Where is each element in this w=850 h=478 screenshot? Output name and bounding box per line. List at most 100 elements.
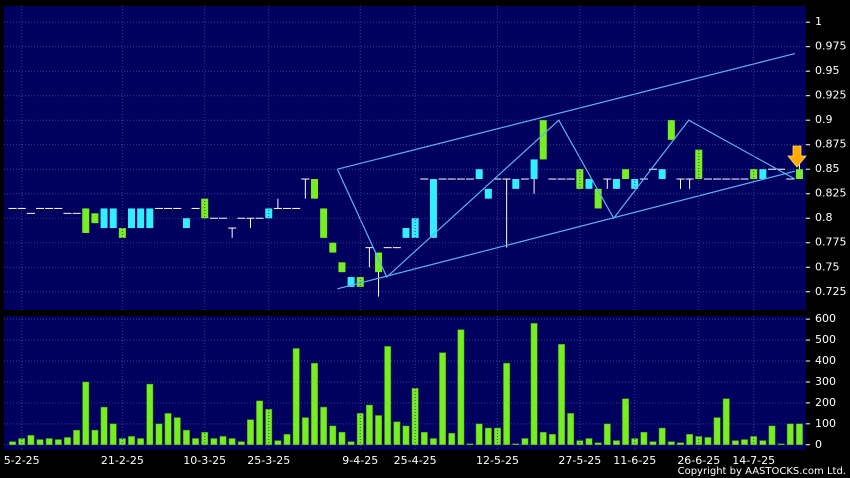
volume-bar xyxy=(439,352,447,446)
y-tick-label: 0.925 xyxy=(815,89,847,102)
candle-body xyxy=(594,188,602,209)
trend-line xyxy=(336,119,796,279)
volume-bar xyxy=(658,427,666,446)
y-tick-label: 0.825 xyxy=(815,187,847,200)
volume-bar xyxy=(155,423,163,446)
candle-body xyxy=(658,169,666,180)
volume-bar xyxy=(649,441,657,446)
y-tick-label: 500 xyxy=(815,333,836,346)
candle-body xyxy=(320,208,328,238)
volume-bar xyxy=(365,404,373,446)
x-tick-label: 25-4-25 xyxy=(394,454,437,467)
volume-bar xyxy=(128,436,135,446)
trend-line xyxy=(337,170,796,290)
volume-bar xyxy=(137,438,145,446)
y-tick-label: 600 xyxy=(815,312,836,325)
volume-bar xyxy=(512,443,520,446)
volume-bar xyxy=(457,329,465,446)
y-tick-label: 0.725 xyxy=(815,285,847,298)
volume-bar xyxy=(466,443,474,446)
volume-bar xyxy=(164,413,172,446)
candle-body xyxy=(576,169,584,189)
volume-bar xyxy=(100,406,108,446)
volume-bar xyxy=(677,442,684,446)
candle-body xyxy=(622,169,630,180)
volume-bar xyxy=(594,442,602,446)
volume-bar xyxy=(356,413,364,446)
volume-bar xyxy=(219,436,227,446)
volume-bar xyxy=(9,441,17,446)
volume-bar xyxy=(82,381,90,446)
y-tick-label: 200 xyxy=(815,396,836,409)
volume-bar xyxy=(567,413,575,446)
volume-bar xyxy=(420,431,428,446)
candle-body xyxy=(484,188,492,199)
y-tick-label: 0.775 xyxy=(815,236,847,249)
volume-bar xyxy=(448,433,456,446)
x-tick-label: 12-5-25 xyxy=(476,454,519,467)
candle-body xyxy=(402,228,410,238)
volume-bar xyxy=(795,423,803,446)
volume-bar xyxy=(558,344,565,446)
volume-bar xyxy=(548,434,556,446)
volume-bar xyxy=(686,434,694,446)
y-tick-label: 0.85 xyxy=(815,162,840,175)
candle-body xyxy=(338,262,346,273)
y-tick-label: 0.8 xyxy=(815,211,833,224)
candle-body xyxy=(475,169,483,180)
x-tick-label: 5-2-25 xyxy=(4,454,40,467)
volume-bar xyxy=(338,431,346,446)
candle-body xyxy=(667,120,675,140)
volume-bar xyxy=(429,438,437,446)
volume-bar xyxy=(274,440,282,446)
x-tick-label: 21-2-25 xyxy=(101,454,144,467)
volume-bar xyxy=(311,362,318,446)
candle-body xyxy=(100,208,108,229)
candle-body xyxy=(612,179,620,189)
y-tick-label: 0.975 xyxy=(815,40,847,53)
candle-body xyxy=(311,179,319,199)
volume-bar xyxy=(320,406,328,446)
candle-body xyxy=(182,218,190,229)
volume-bar xyxy=(759,440,767,446)
volume-bar xyxy=(283,434,291,446)
volume-bar xyxy=(256,400,264,446)
volume-bar xyxy=(667,441,675,446)
y-tick-label: 300 xyxy=(815,375,836,388)
volume-bar xyxy=(118,438,126,446)
volume-bar xyxy=(27,435,35,446)
volume-bar xyxy=(146,383,154,446)
volume-bar xyxy=(704,437,712,446)
volume-bar xyxy=(192,438,200,446)
volume-bar xyxy=(45,438,53,446)
x-tick-label: 11-6-25 xyxy=(613,454,656,467)
candle-body xyxy=(201,198,209,219)
volume-bar xyxy=(384,346,392,446)
volume-bar xyxy=(201,431,209,446)
volume-bar xyxy=(768,425,776,446)
volume-bar xyxy=(64,437,71,446)
volume-bar xyxy=(585,438,593,446)
y-tick-label: 0 xyxy=(815,438,822,451)
candle-body xyxy=(759,169,767,180)
volume-bar xyxy=(640,431,648,446)
volume-bar xyxy=(91,429,99,446)
volume-bar xyxy=(375,415,383,446)
candle-body xyxy=(530,159,538,180)
candle-body xyxy=(329,242,337,253)
candle-body xyxy=(137,208,145,229)
volume-bar xyxy=(292,348,300,446)
volume-bar xyxy=(73,429,81,446)
volume-bar xyxy=(631,438,639,446)
volume-bar xyxy=(731,440,739,446)
y-tick-label: 400 xyxy=(815,354,836,367)
candle-body xyxy=(695,149,703,180)
volume-bar xyxy=(228,438,236,446)
x-tick-label: 10-3-25 xyxy=(183,454,226,467)
volume-bar xyxy=(539,431,547,446)
volume-bar xyxy=(603,423,611,446)
y-tick-label: 100 xyxy=(815,417,836,430)
candle-body xyxy=(539,120,547,160)
volume-bar xyxy=(503,362,511,446)
